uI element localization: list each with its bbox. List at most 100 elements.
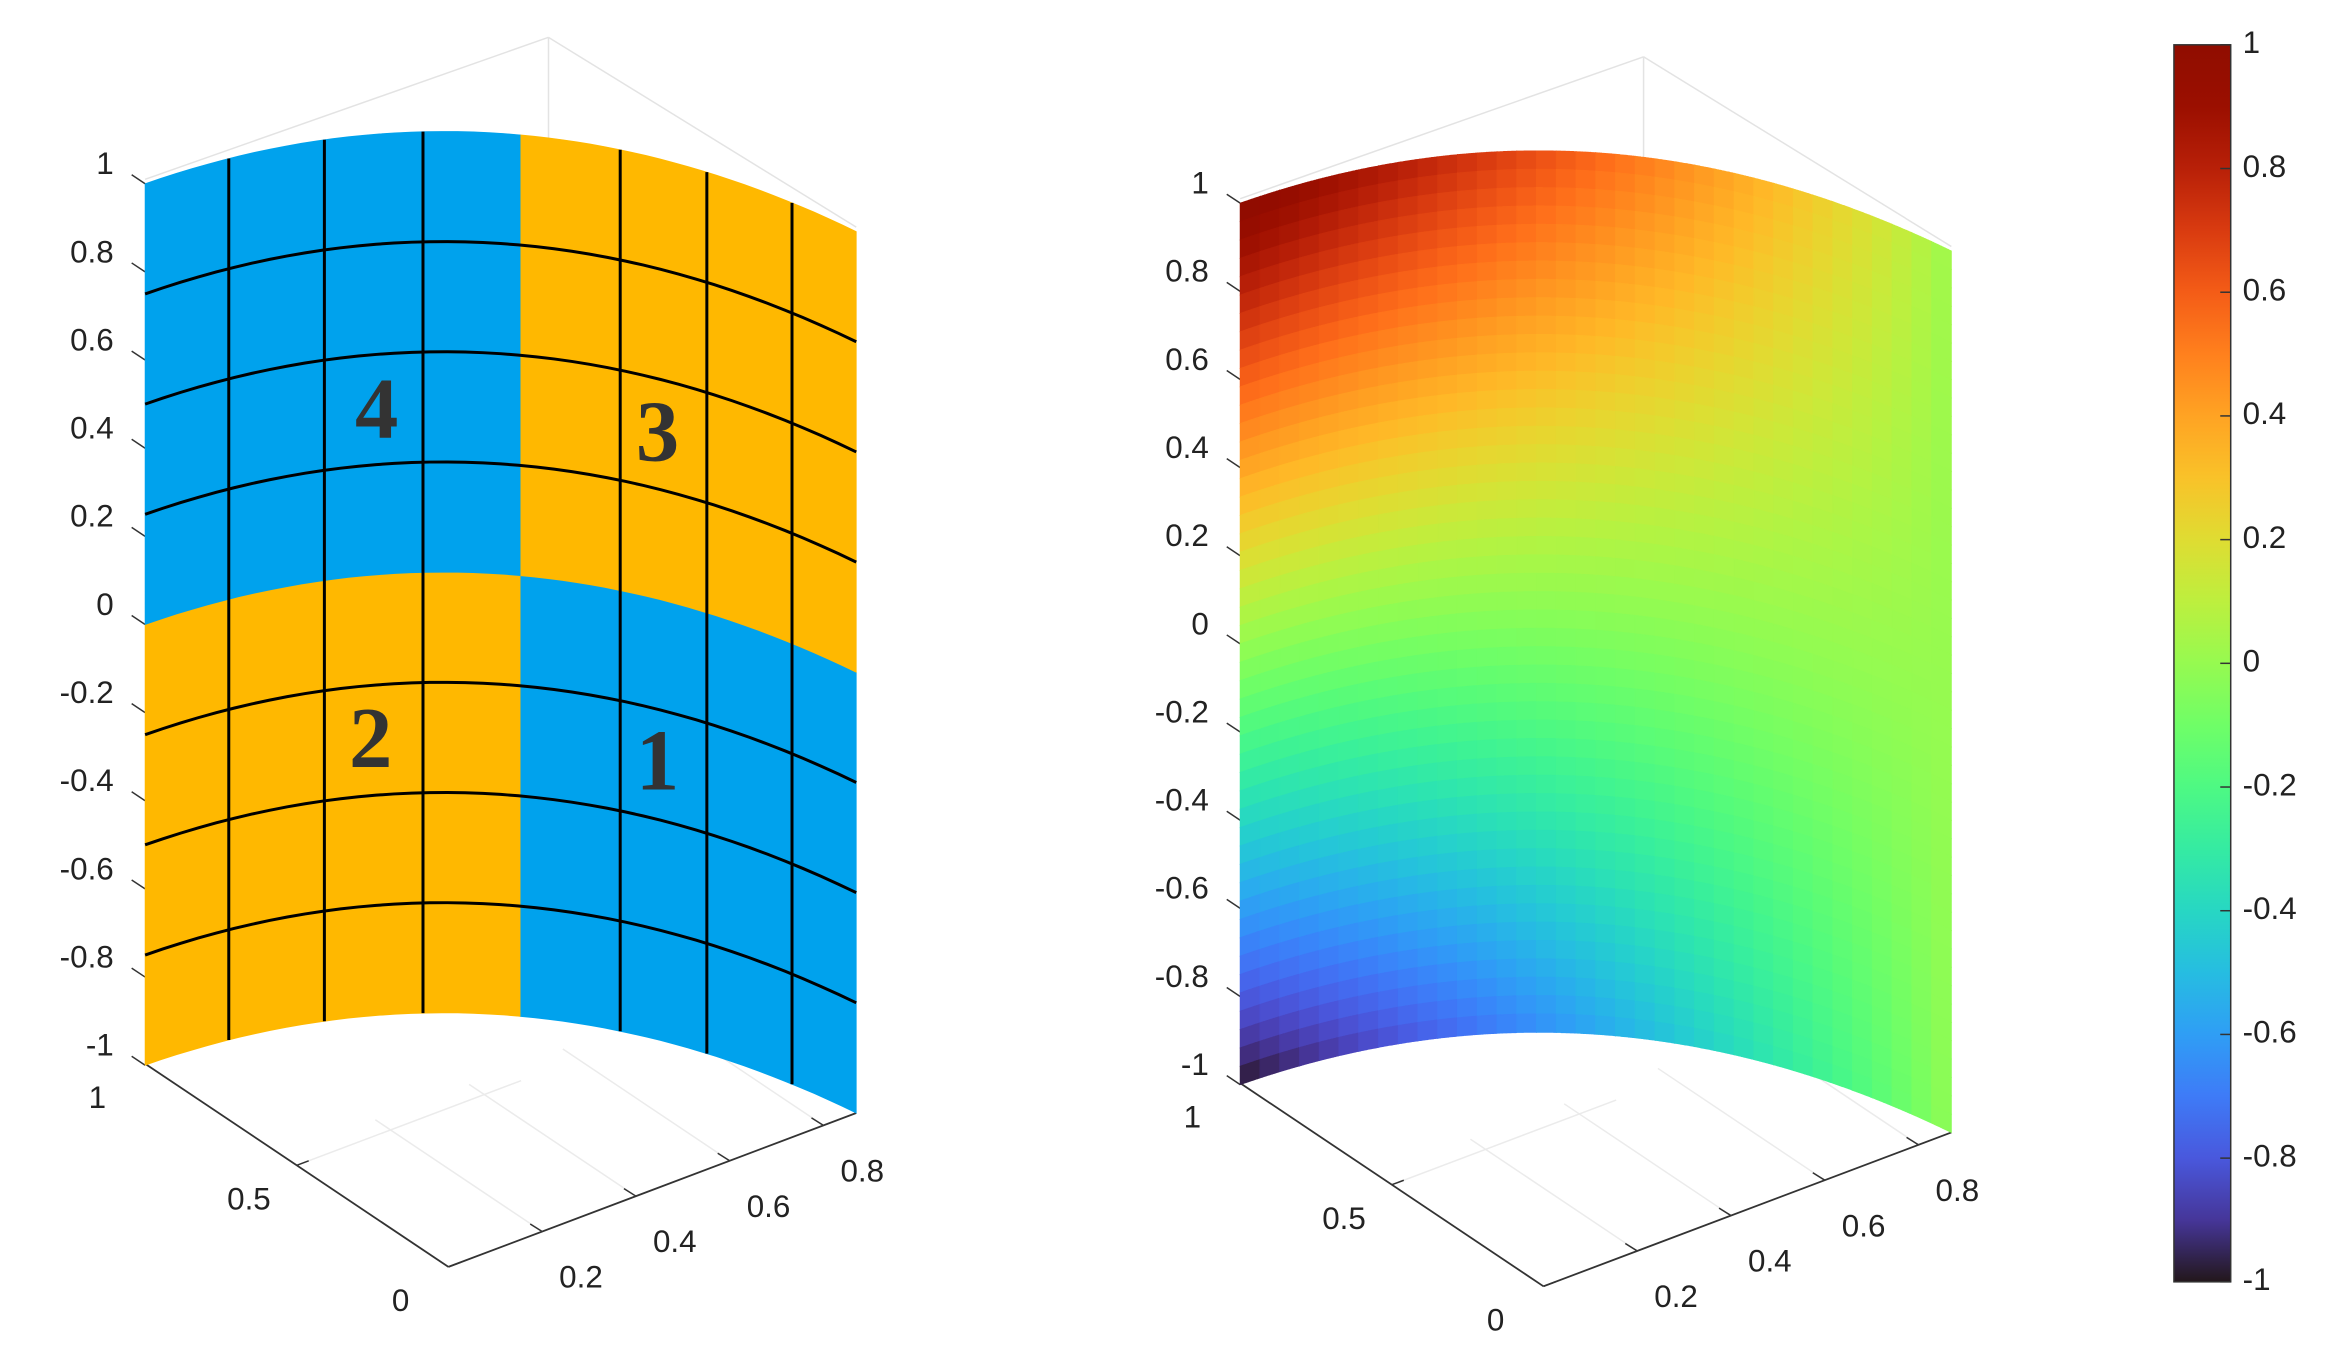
x-tick-label: 0.4 [1748, 1244, 1792, 1279]
surface-cell [1397, 416, 1419, 439]
surface-cell [1417, 707, 1439, 730]
y-tick-label: 1 [89, 1080, 106, 1115]
surface-cell [1516, 903, 1537, 923]
surface-cell [1595, 446, 1616, 467]
x-tick-label: 0.4 [653, 1224, 697, 1259]
surface-cell [1654, 874, 1676, 897]
surface-cell [1516, 591, 1537, 611]
surface-cell [1634, 357, 1656, 380]
surface-cell [1536, 682, 1557, 703]
surface-cell [1634, 688, 1656, 711]
surface-cell [1634, 614, 1656, 637]
x-tick [529, 1223, 543, 1233]
surface-cell [1516, 425, 1537, 446]
surface-cell [1397, 746, 1419, 769]
surface-cell [1496, 444, 1518, 465]
surface-cell [1555, 921, 1577, 942]
surface-cell [1654, 1002, 1676, 1026]
surface-cell [1575, 279, 1597, 301]
surface-cell [1575, 261, 1597, 282]
surface-cell [1417, 284, 1439, 307]
surface-cell [1397, 232, 1419, 255]
surface-cell [1456, 226, 1478, 247]
surface-cell [1417, 468, 1439, 491]
y-tick-label: 0 [1487, 1302, 1504, 1337]
surface-cell [1575, 904, 1597, 925]
z-tick-label: -0.6 [60, 851, 114, 886]
surface-cell [1536, 738, 1557, 758]
surface-cell [1496, 370, 1518, 391]
surface-cell [1397, 581, 1419, 604]
surface-cell [1634, 761, 1656, 784]
surface-cell [1358, 1028, 1379, 1052]
surface-cell [1595, 482, 1616, 504]
surface-cell [1654, 856, 1676, 879]
surface-cell [1516, 976, 1537, 997]
surface-cell [1595, 684, 1616, 706]
surface-cell [1615, 631, 1636, 653]
y-axis [1239, 1082, 1544, 1288]
surface-cell [1417, 670, 1439, 693]
surface-cell [1536, 976, 1557, 997]
surface-cell [1397, 930, 1419, 953]
colorbar-tick-label: 0.2 [2243, 520, 2287, 555]
surface-cell [1555, 591, 1577, 612]
surface-cell [1595, 519, 1616, 541]
surface-cell [1595, 501, 1616, 522]
surface-cell [1437, 741, 1458, 764]
surface-cell [1476, 977, 1498, 999]
colorbar-tick-label: -0.6 [2243, 1015, 2297, 1050]
surface-cell [1536, 884, 1557, 905]
z-tick [131, 703, 146, 714]
surface-cell [1674, 1024, 1695, 1048]
surface-cell [1456, 850, 1478, 872]
surface-cell [1654, 250, 1676, 273]
surface-cell [1575, 169, 1597, 190]
surface-cell [1496, 921, 1518, 942]
surface-cell [1516, 370, 1537, 391]
surface-cell [1595, 886, 1616, 908]
surface-cell [1456, 666, 1478, 688]
surface-cell [1437, 521, 1458, 543]
surface-cell [1654, 800, 1676, 824]
surface-cell [1476, 665, 1498, 687]
surface-cell [1476, 739, 1498, 760]
surface-cell [1615, 668, 1636, 690]
surface-cell [1595, 354, 1616, 376]
surface-cell [1417, 945, 1439, 968]
surface [1239, 150, 1952, 1134]
surface-cell [1634, 927, 1656, 949]
grid-line [468, 1083, 637, 1197]
surface-cell [1615, 851, 1636, 873]
surface-cell [1536, 958, 1557, 978]
surface-cell [1575, 885, 1597, 907]
patch-label: 4 [355, 361, 398, 457]
surface-cell [1595, 244, 1616, 265]
surface-cell [1615, 723, 1636, 745]
surface-cell [1555, 756, 1577, 777]
surface-cell [1575, 665, 1597, 686]
z-tick [131, 350, 146, 361]
surface-cell [1536, 517, 1557, 538]
surface-cell [1516, 664, 1537, 685]
surface-cell [1476, 610, 1498, 631]
surface-cell [1634, 963, 1656, 986]
surface-cell [1417, 266, 1439, 289]
surface-cell [1456, 868, 1478, 890]
surface-cell [1575, 922, 1597, 943]
surface-cell [1437, 392, 1458, 415]
surface-cell [1516, 646, 1537, 666]
z-tick-label: 0.8 [1165, 254, 1209, 289]
surface-cell [1437, 723, 1458, 745]
surface-cell [1476, 500, 1498, 521]
surface-cell [1496, 150, 1518, 171]
surface-cell [1476, 335, 1498, 356]
surface-cell [1437, 999, 1458, 1021]
surface-cell [1536, 829, 1557, 850]
surface-cell [1496, 719, 1518, 741]
surface-cell [1634, 853, 1656, 876]
surface-cell [1555, 370, 1577, 391]
y-tick-label: 0 [392, 1283, 409, 1318]
surface-cell [1536, 260, 1557, 280]
surface-cell [1437, 282, 1458, 305]
